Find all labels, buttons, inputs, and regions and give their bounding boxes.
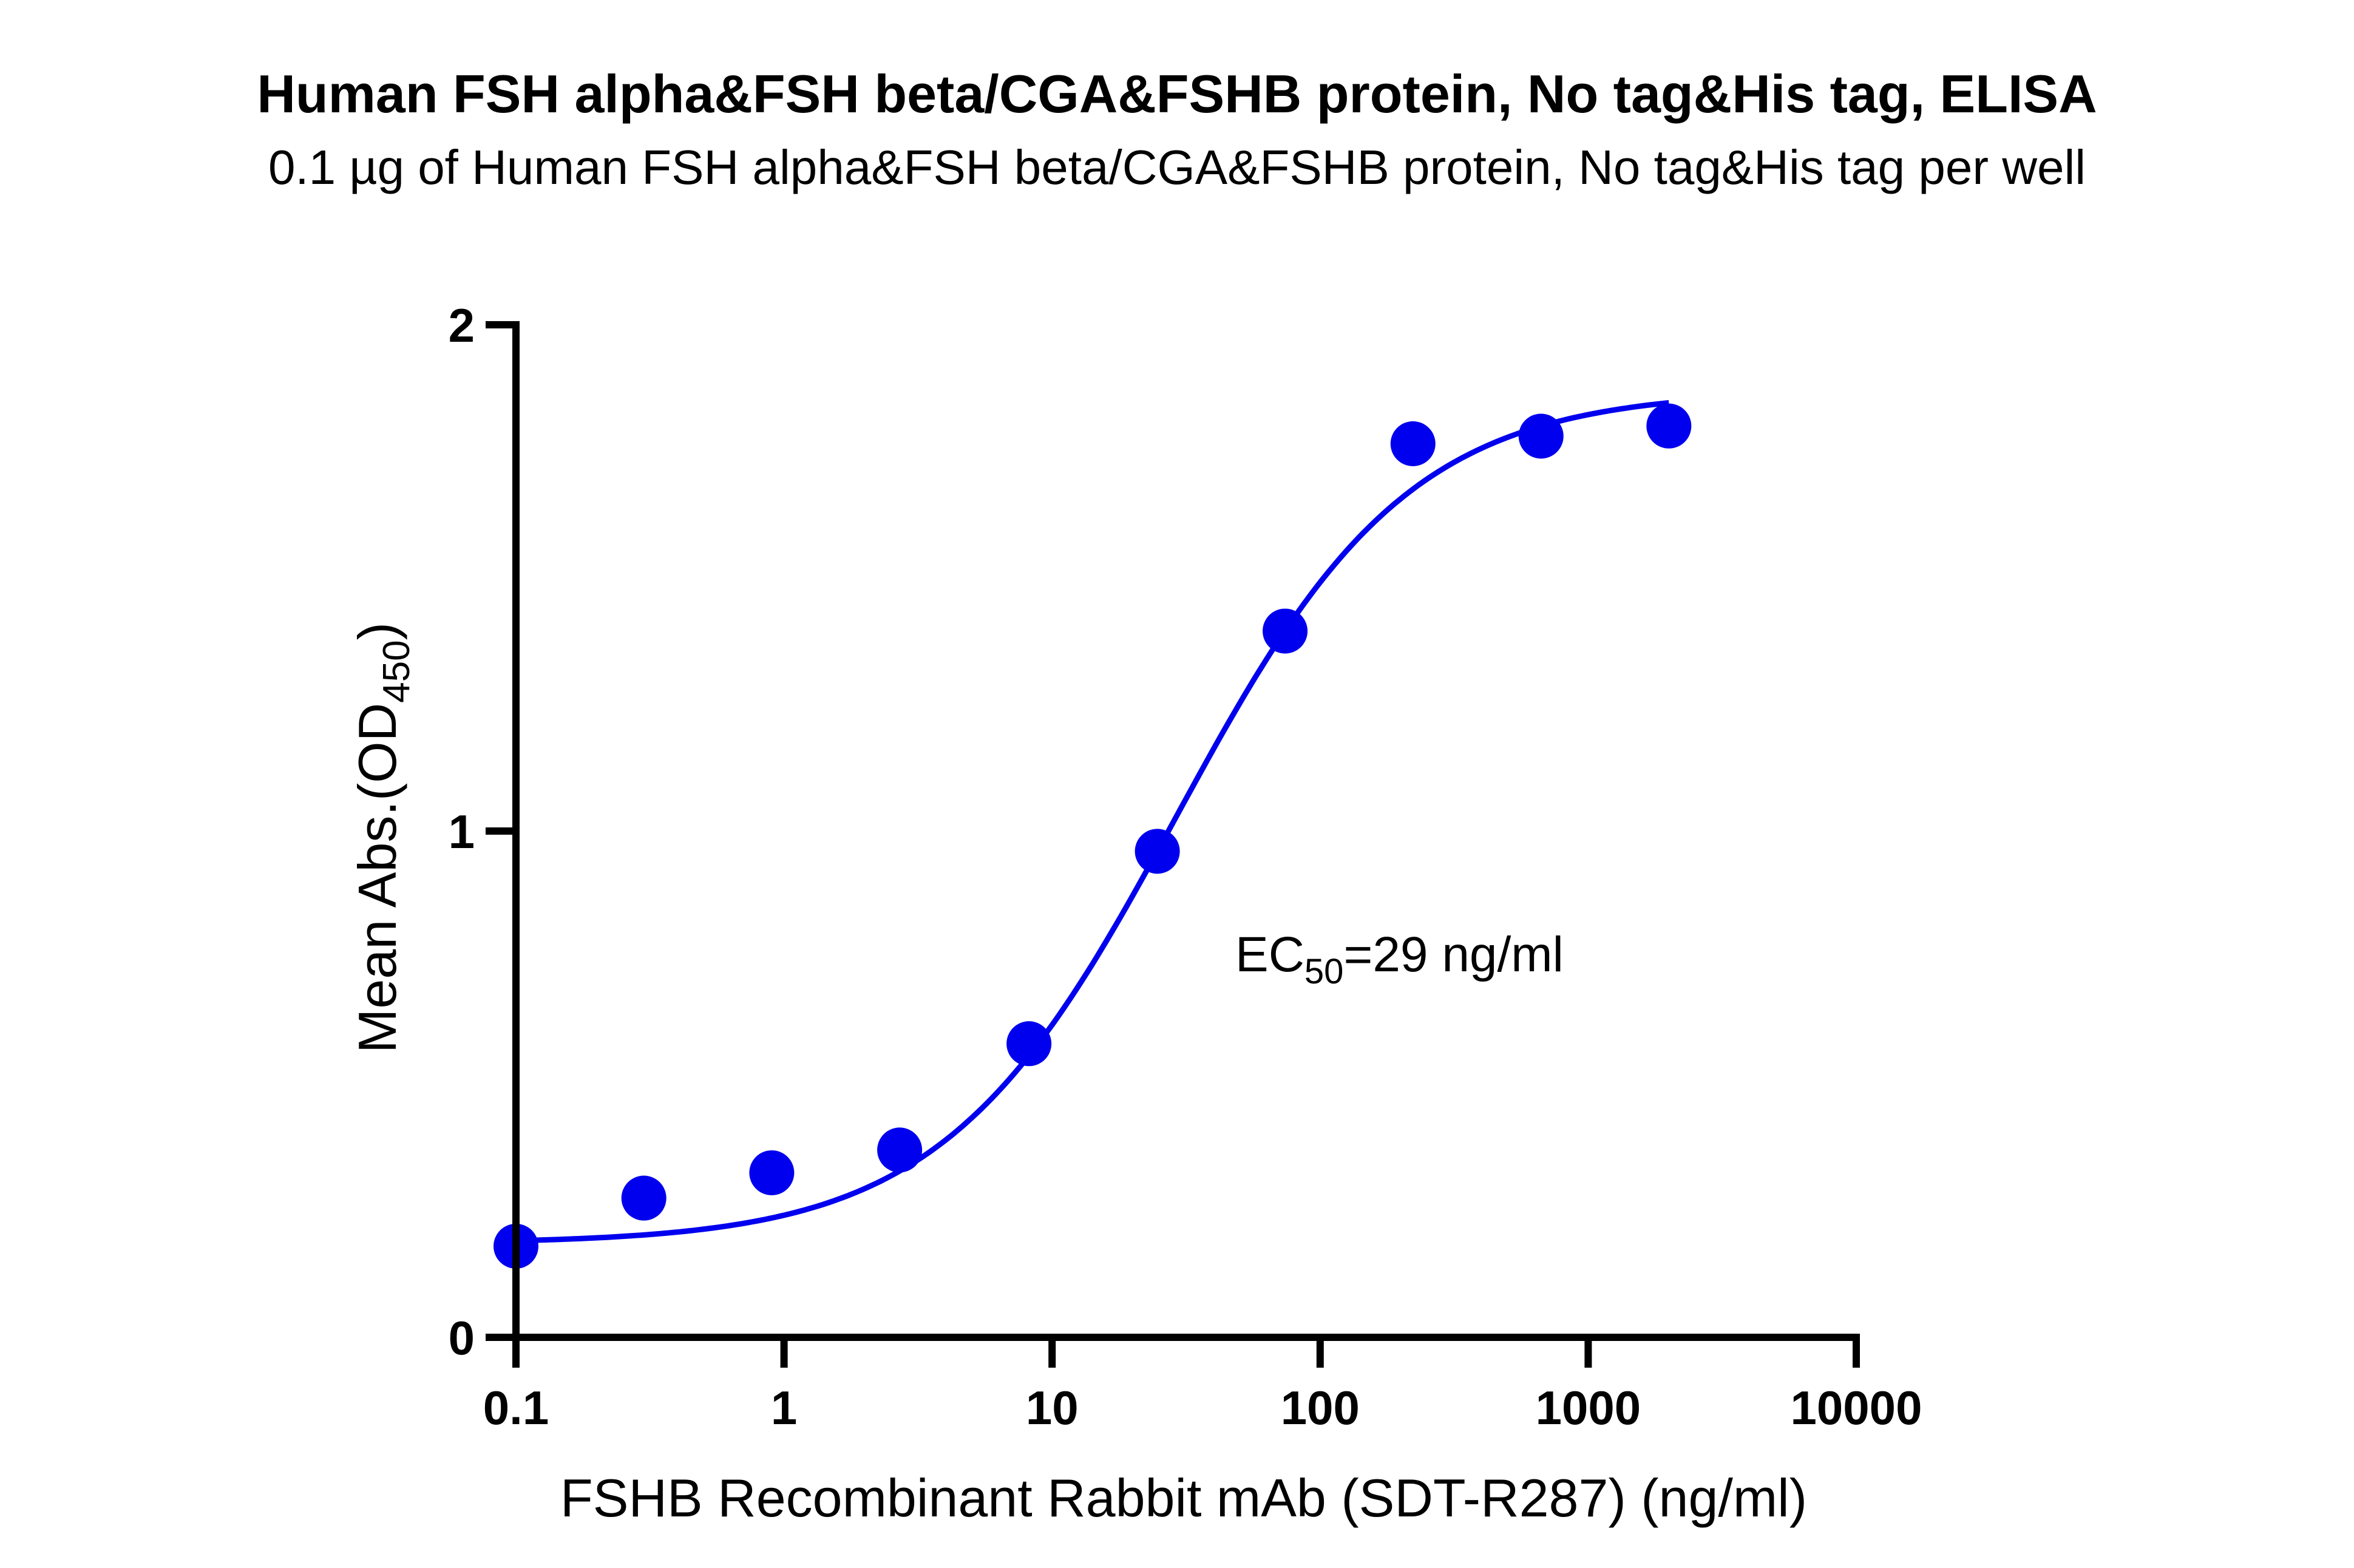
- x-axis-label: FSHB Recombinant Rabbit mAb (SDT-R287) (…: [560, 1468, 1807, 1528]
- chart-title: Human FSH alpha&FSH beta/CGA&FSHB protei…: [257, 64, 2097, 124]
- x-ticks: 0.1 1 10 100 1000 10000: [483, 1337, 1922, 1434]
- fit-curve: [515, 400, 1669, 1244]
- y-axis-label-close: ): [347, 622, 407, 640]
- y-tick-label: 2: [449, 299, 475, 352]
- data-point: [1263, 608, 1308, 654]
- ec50-subscript: 50: [1304, 952, 1344, 991]
- x-tick-label: 1000: [1536, 1381, 1641, 1434]
- data-point: [877, 1127, 923, 1173]
- x-tick-label: 100: [1281, 1381, 1360, 1434]
- data-point: [1135, 829, 1180, 874]
- y-axis-label: Mean Abs.(OD450): [347, 622, 418, 1053]
- x-tick-label: 10000: [1791, 1381, 1922, 1434]
- ec50-prefix: EC: [1235, 927, 1304, 982]
- data-point: [749, 1150, 795, 1195]
- x-tick-label: 10: [1026, 1381, 1079, 1434]
- chart-subtitle: 0.1 µg of Human FSH alpha&FSH beta/CGA&F…: [268, 140, 2086, 194]
- y-ticks: 0 1 2: [449, 299, 516, 1365]
- ec50-annotation: EC50=29 ng/ml: [1235, 927, 1564, 991]
- data-point: [1646, 403, 1692, 449]
- x-tick-label: 0.1: [483, 1381, 549, 1434]
- ec50-value: =29 ng/ml: [1343, 927, 1563, 982]
- data-point: [1518, 413, 1564, 459]
- y-axis-label-main: Mean Abs.(OD: [347, 703, 407, 1053]
- data-point: [621, 1175, 667, 1221]
- x-tick-label: 1: [771, 1381, 797, 1434]
- data-points: [494, 403, 1692, 1269]
- data-point: [1390, 421, 1436, 466]
- plot-area: [494, 400, 1692, 1269]
- y-tick-label: 1: [449, 805, 475, 858]
- data-point: [1006, 1021, 1052, 1067]
- y-tick-label: 0: [449, 1311, 475, 1365]
- y-axis-label-subscript: 450: [376, 640, 418, 702]
- axes: 0 1 2 0.1 1 10 100 1000 10000: [449, 299, 1922, 1434]
